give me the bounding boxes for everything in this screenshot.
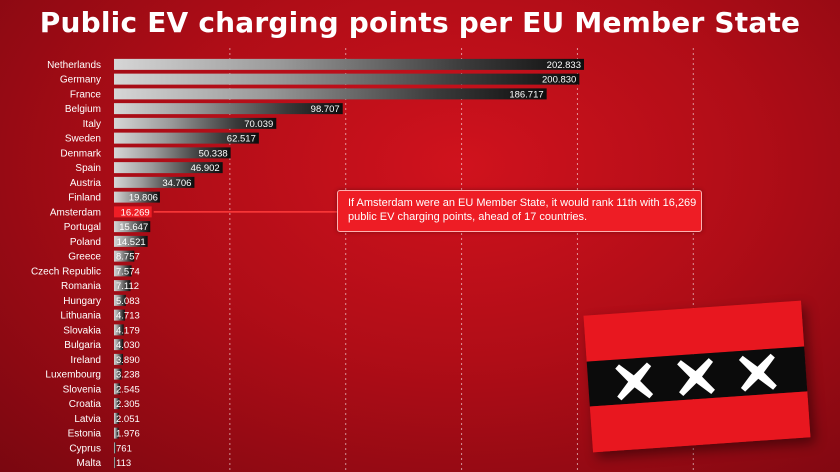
bar	[114, 176, 195, 188]
value-label: 8.757	[116, 252, 140, 263]
category-label: Bulgaria	[64, 340, 101, 351]
value-label: 4.713	[116, 311, 140, 322]
category-label: Romania	[61, 281, 101, 292]
bar	[114, 103, 343, 115]
category-label: Germany	[60, 75, 101, 86]
value-label: 200.830	[542, 75, 576, 86]
category-label: Greece	[68, 252, 101, 263]
bar	[114, 280, 131, 292]
value-label: 4.179	[116, 325, 140, 336]
category-label: Cyprus	[69, 443, 101, 454]
value-label: 16.269	[121, 207, 150, 218]
bar	[114, 457, 116, 469]
bar	[114, 147, 231, 159]
category-label: Czech Republic	[31, 266, 101, 277]
bar	[114, 309, 125, 321]
bar	[114, 191, 160, 203]
value-label: 5.083	[116, 296, 140, 307]
bar	[114, 117, 277, 129]
amsterdam-flag-icon	[583, 300, 811, 453]
category-label: Slovenia	[63, 384, 102, 395]
value-label: 4.030	[116, 340, 140, 351]
category-label: Luxembourg	[45, 370, 101, 381]
value-label: 186.717	[509, 89, 543, 100]
category-label: Croatia	[69, 399, 102, 410]
annotation-callout: If Amsterdam were an EU Member State, it…	[337, 190, 702, 232]
bar	[114, 339, 124, 351]
value-label: 7.574	[116, 266, 140, 277]
saint-andrew-cross-icon	[677, 358, 715, 397]
bar	[114, 88, 547, 100]
category-label: Sweden	[65, 134, 101, 145]
value-label: 15.647	[119, 222, 148, 233]
bar	[114, 250, 135, 262]
bar	[114, 162, 223, 174]
bar-highlight	[114, 206, 152, 218]
value-label: 2.051	[116, 414, 140, 425]
bar	[114, 427, 119, 439]
value-label: 2.545	[116, 384, 140, 395]
category-label: Poland	[70, 237, 101, 248]
category-label: Italy	[83, 119, 101, 130]
value-label: 19.806	[129, 193, 158, 204]
bar	[114, 265, 132, 277]
bar	[114, 132, 259, 144]
bar	[114, 73, 580, 85]
bar	[114, 412, 119, 424]
category-label: Portugal	[64, 222, 101, 233]
value-label: 46.902	[191, 163, 220, 174]
category-label: Finland	[68, 193, 101, 204]
category-label: France	[70, 89, 102, 100]
category-label: Ireland	[70, 355, 101, 366]
bar	[114, 368, 122, 380]
value-label: 3.238	[116, 370, 140, 381]
bar	[114, 442, 116, 454]
category-label: Belgium	[65, 104, 101, 115]
value-label: 14.521	[117, 237, 146, 248]
bar	[114, 221, 151, 233]
value-label: 113	[116, 458, 131, 469]
category-label: Estonia	[68, 429, 102, 440]
category-label: Malta	[77, 458, 102, 469]
category-label: Hungary	[63, 296, 101, 307]
bar	[114, 353, 124, 365]
value-label: 1.976	[116, 429, 140, 440]
chart-title: Public EV charging points per EU Member …	[39, 6, 801, 39]
value-label: 7.112	[116, 281, 139, 292]
value-label: 3.890	[116, 355, 140, 366]
category-label: Netherlands	[47, 60, 101, 71]
saint-andrew-cross-icon	[738, 353, 777, 392]
value-label: 34.706	[162, 178, 191, 189]
value-label: 2.305	[116, 399, 140, 410]
value-label: 98.707	[311, 104, 340, 115]
category-label: Latvia	[74, 414, 101, 425]
category-label: Spain	[75, 163, 101, 174]
value-label: 62.517	[227, 134, 256, 145]
category-label: Slovakia	[63, 325, 101, 336]
bar	[114, 383, 120, 395]
bar	[114, 398, 120, 410]
annotation-text: If Amsterdam were an EU Member State, it…	[348, 197, 697, 223]
bar	[114, 58, 584, 70]
bar	[114, 294, 126, 306]
saint-andrew-cross-icon	[615, 362, 654, 401]
category-label: Austria	[70, 178, 102, 189]
category-label: Lithuania	[60, 311, 101, 322]
value-label: 50.338	[199, 148, 228, 159]
bar	[114, 235, 148, 247]
category-label: Amsterdam	[50, 207, 101, 218]
category-label: Denmark	[60, 148, 102, 159]
bar	[114, 324, 124, 336]
value-label: 202.833	[547, 60, 581, 71]
value-label: 70.039	[244, 119, 273, 130]
value-label: 761	[116, 443, 132, 454]
